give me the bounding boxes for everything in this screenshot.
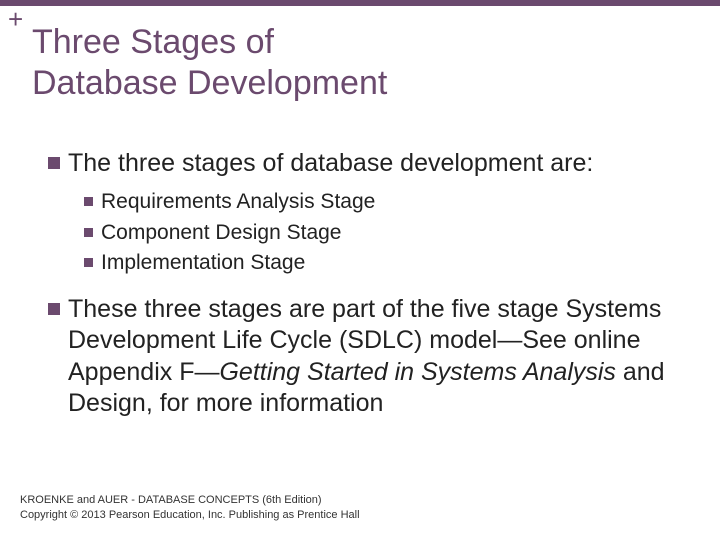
bullet-main-2: These three stages are part of the five … — [48, 294, 690, 419]
bullet-main-1: The three stages of database development… — [48, 148, 690, 179]
square-bullet-icon — [84, 197, 93, 206]
bullet-sub-3-text: Implementation Stage — [101, 250, 305, 276]
sub-bullet-list: Requirements Analysis Stage Component De… — [84, 189, 690, 276]
footer-line-2: Copyright © 2013 Pearson Education, Inc.… — [20, 508, 360, 522]
square-bullet-icon — [48, 157, 60, 169]
bullet-main-2-text: These three stages are part of the five … — [68, 294, 690, 419]
slide-footer: KROENKE and AUER - DATABASE CONCEPTS (6t… — [20, 493, 360, 522]
accent-topbar — [0, 0, 720, 6]
slide-content: The three stages of database development… — [48, 130, 690, 429]
footer-line-1: KROENKE and AUER - DATABASE CONCEPTS (6t… — [20, 493, 360, 507]
slide-title: Three Stages of Database Development — [32, 22, 700, 104]
bullet-sub-3: Implementation Stage — [84, 250, 690, 276]
plus-icon: + — [8, 6, 23, 32]
bullet-main-1-text: The three stages of database development… — [68, 148, 593, 179]
bullet-sub-1-text: Requirements Analysis Stage — [101, 189, 375, 215]
square-bullet-icon — [84, 228, 93, 237]
title-line-2: Database Development — [32, 64, 387, 102]
main2-part-b-italic: Getting Started in Systems Analysis — [219, 358, 622, 386]
title-line-1: Three Stages of — [32, 23, 274, 61]
bullet-sub-1: Requirements Analysis Stage — [84, 189, 690, 215]
square-bullet-icon — [84, 258, 93, 267]
square-bullet-icon — [48, 303, 60, 315]
bullet-sub-2-text: Component Design Stage — [101, 220, 342, 246]
bullet-sub-2: Component Design Stage — [84, 220, 690, 246]
